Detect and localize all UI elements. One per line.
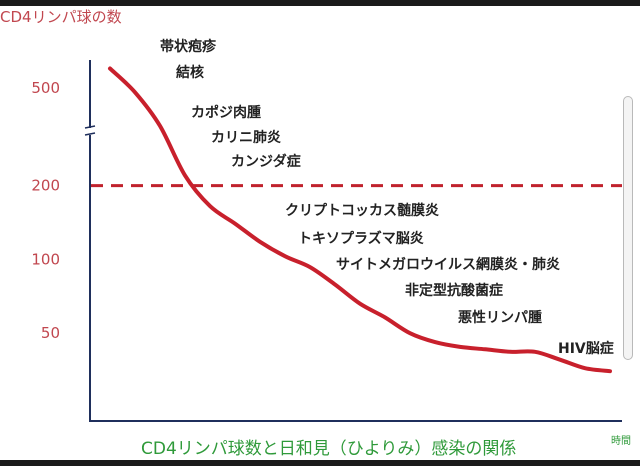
annotation-malignant-lymphoma: 悪性リンパ腫 [458,309,542,326]
x-axis-label: CD4リンパ球数と日和見（ひよりみ）感染の関係 [141,439,516,459]
y-tick-label-100: 100 [31,250,60,268]
annotation-cmv-retinitis-pneumonia: サイトメガロウイルス網膜炎・肺炎 [336,256,560,273]
y-tick-label-500: 500 [31,79,60,97]
annotation-pneumocystis-pneumonia: カリニ肺炎 [211,130,281,146]
scrollbar[interactable] [623,96,633,360]
annotation-atypical-mycobacteriosis: 非定型抗酸菌症 [405,282,503,299]
axis-break-tick-top [85,126,95,128]
y-tick-label-200: 200 [31,177,60,195]
annotation-kaposi-sarcoma: カポジ肉腫 [191,104,261,121]
annotation-toxoplasma-encephalitis: トキソプラズマ脳炎 [298,230,424,247]
annotations: 帯状疱疹 結核 カポジ肉腫 カリニ肺炎 カンジダ症 クリプトコッカス髄膜炎 トキ… [160,38,614,357]
bottom-letterbox [0,460,640,466]
annotation-cryptococcal-meningitis: クリプトコッカス髄膜炎 [285,202,439,219]
annotation-hiv-encephalopathy: HIV脳症 [558,340,614,357]
y-axis-label: CD4リンパ球の数 [0,8,122,26]
annotation-candidiasis: カンジダ症 [231,153,301,170]
annotation-tuberculosis: 結核 [176,64,204,81]
x-axis-unit: 時間 [611,435,631,447]
y-tick-label-50: 50 [41,324,60,342]
annotation-herpes-zoster: 帯状疱疹 [160,38,217,55]
